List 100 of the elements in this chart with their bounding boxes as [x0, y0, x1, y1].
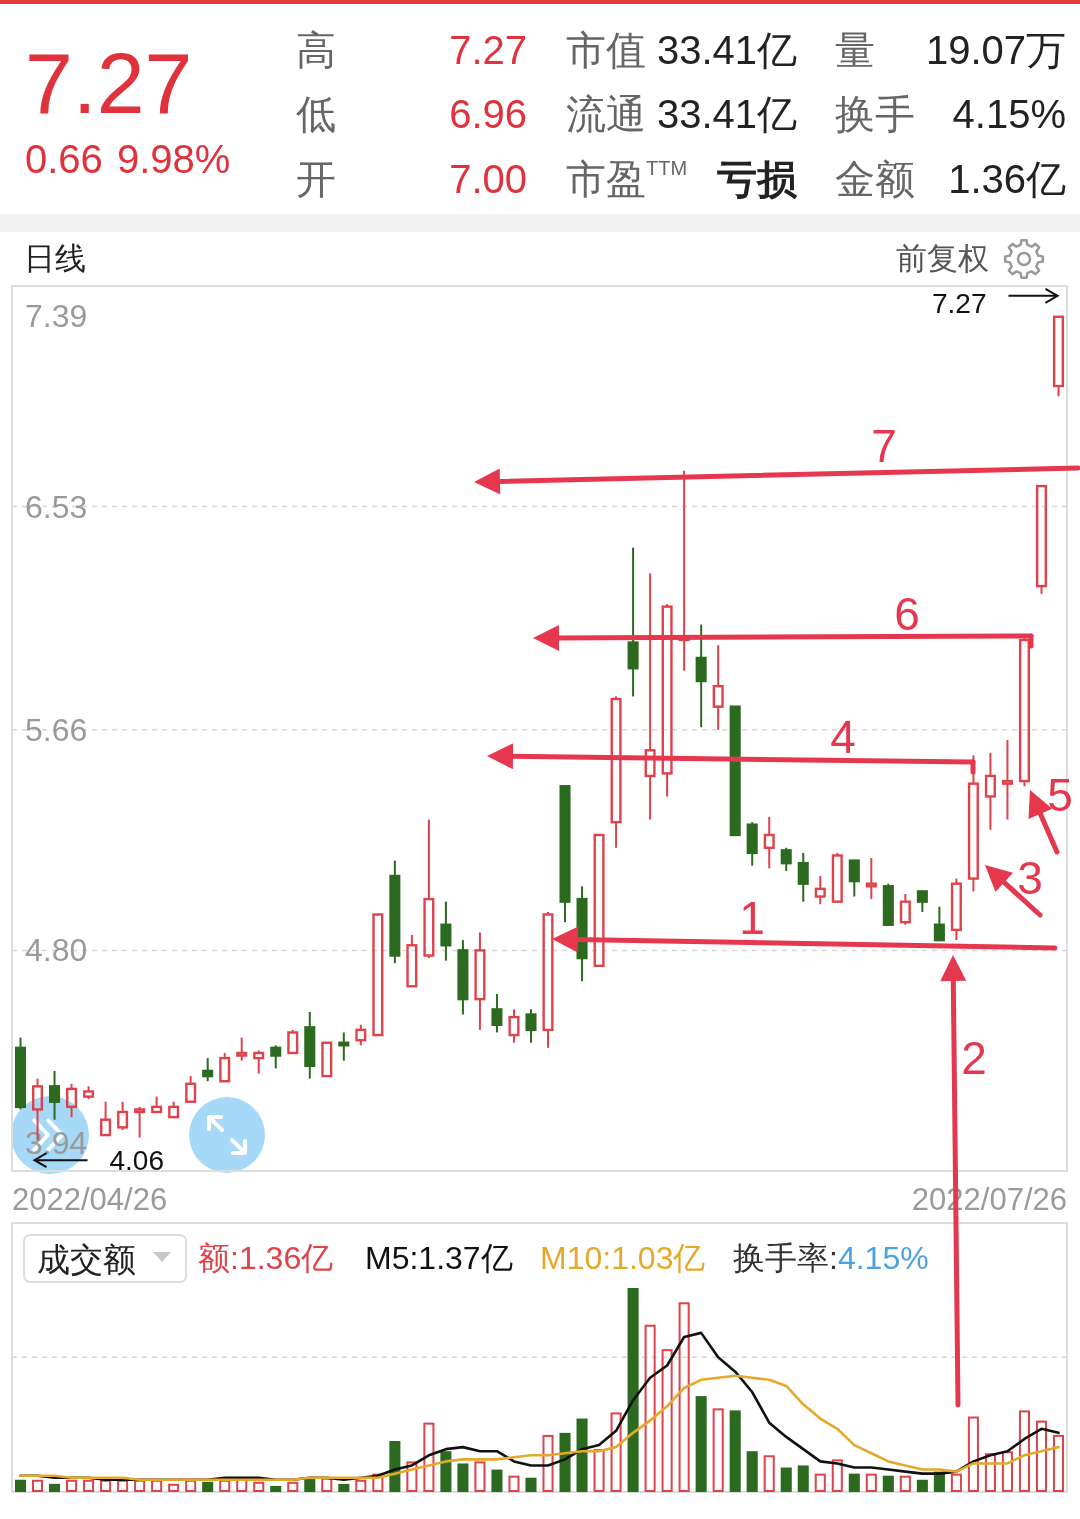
- bar: [967, 1416, 979, 1492]
- text: 换手: [835, 92, 915, 136]
- text: 高: [296, 28, 336, 72]
- text: 7.27: [25, 35, 193, 131]
- text: 换手率:4.15%: [733, 1240, 929, 1276]
- bar: [865, 1473, 877, 1492]
- bar: [678, 1302, 690, 1492]
- bar: [763, 1455, 775, 1492]
- bar: [644, 1324, 656, 1492]
- bar: [423, 1422, 435, 1492]
- annotation: 2: [961, 1032, 987, 1084]
- chart-subtitle: 前复权: [896, 240, 989, 276]
- text: M10:1.03亿: [540, 1240, 706, 1276]
- text: 1.36亿: [948, 157, 1066, 201]
- text: 2022/04/26: [12, 1181, 168, 1217]
- bar: [338, 1483, 350, 1492]
- bar: [440, 1451, 452, 1492]
- text: 亏损: [717, 157, 798, 201]
- bar: [406, 1461, 418, 1492]
- text: 市盈$^{TTM}$: [566, 157, 688, 201]
- bar: [474, 1461, 486, 1492]
- bar: [593, 1449, 605, 1492]
- text: M5:1.37亿: [365, 1240, 513, 1276]
- bar: [100, 1479, 112, 1492]
- chart-title: 成交额: [37, 1240, 136, 1278]
- bar: [321, 1477, 333, 1492]
- bar: [491, 1469, 503, 1492]
- text: 流通: [566, 92, 646, 136]
- bar: [610, 1412, 622, 1492]
- annotation: 4.06: [109, 1144, 165, 1176]
- bar: [984, 1453, 996, 1492]
- annotation: 5: [1047, 769, 1073, 821]
- bar: [1052, 1434, 1065, 1492]
- bar: [916, 1479, 928, 1492]
- text: 量: [835, 28, 875, 72]
- bar: [219, 1479, 231, 1492]
- y-tick-label: 7.39: [25, 298, 88, 334]
- text: 7.27: [449, 28, 527, 72]
- bar: [712, 1408, 724, 1492]
- bar: [661, 1349, 673, 1492]
- text: 开: [296, 157, 336, 201]
- bar: [576, 1418, 588, 1492]
- bar: [848, 1473, 860, 1492]
- bar: [627, 1288, 639, 1492]
- bar: [729, 1410, 741, 1492]
- bar: [185, 1479, 197, 1492]
- bar: [14, 1479, 27, 1492]
- bar: [270, 1485, 282, 1492]
- bar: [287, 1481, 299, 1492]
- bar: [83, 1479, 95, 1492]
- annotation: 6: [894, 588, 920, 640]
- bar: [49, 1483, 61, 1492]
- bar: [542, 1434, 554, 1492]
- text: 7.00: [449, 157, 527, 201]
- bar: [253, 1481, 265, 1492]
- bar: [797, 1465, 809, 1492]
- annotation: 7.27: [931, 288, 987, 320]
- bar: [1001, 1451, 1013, 1492]
- y-tick-label: 6.53: [25, 488, 88, 525]
- bar: [355, 1479, 367, 1492]
- text: 金额: [835, 157, 915, 201]
- annotation: 1: [739, 892, 765, 944]
- text: 4.15%: [952, 92, 1066, 136]
- bar: [1018, 1410, 1030, 1492]
- y-tick-label: 4.80: [25, 932, 88, 969]
- text: 9.98%: [117, 137, 231, 181]
- bar: [882, 1475, 894, 1492]
- text: 33.41亿: [657, 92, 798, 136]
- bar: [814, 1473, 826, 1492]
- bar: [168, 1483, 180, 1492]
- text: 0.66: [25, 137, 103, 181]
- annotation: 7: [871, 420, 897, 472]
- bar: [780, 1467, 792, 1492]
- bar: [117, 1479, 129, 1492]
- annotation: 4: [830, 711, 856, 763]
- bar: [134, 1479, 146, 1492]
- bar: [559, 1432, 571, 1492]
- bar: [746, 1451, 758, 1492]
- bar: [695, 1396, 707, 1492]
- bar: [831, 1459, 843, 1492]
- bar: [950, 1473, 962, 1492]
- text: 33.41亿: [657, 28, 798, 72]
- text: 19.07万: [925, 28, 1066, 72]
- bar: [1035, 1420, 1048, 1492]
- bar: [372, 1473, 384, 1492]
- text: 低: [296, 92, 336, 136]
- text: 市值: [566, 28, 646, 72]
- chart-title: 日线: [24, 240, 86, 276]
- bar: [899, 1475, 911, 1492]
- bar: [66, 1479, 78, 1492]
- bar: [508, 1475, 520, 1492]
- bar: [525, 1477, 537, 1492]
- text: 额:1.36亿: [198, 1240, 334, 1276]
- bar: [202, 1481, 214, 1492]
- bar: [151, 1479, 163, 1492]
- bar: [457, 1463, 469, 1492]
- annotation: 3: [1017, 852, 1043, 904]
- bar: [31, 1479, 44, 1492]
- y-tick-label: 5.66: [25, 711, 88, 748]
- text: 6.96: [449, 92, 527, 136]
